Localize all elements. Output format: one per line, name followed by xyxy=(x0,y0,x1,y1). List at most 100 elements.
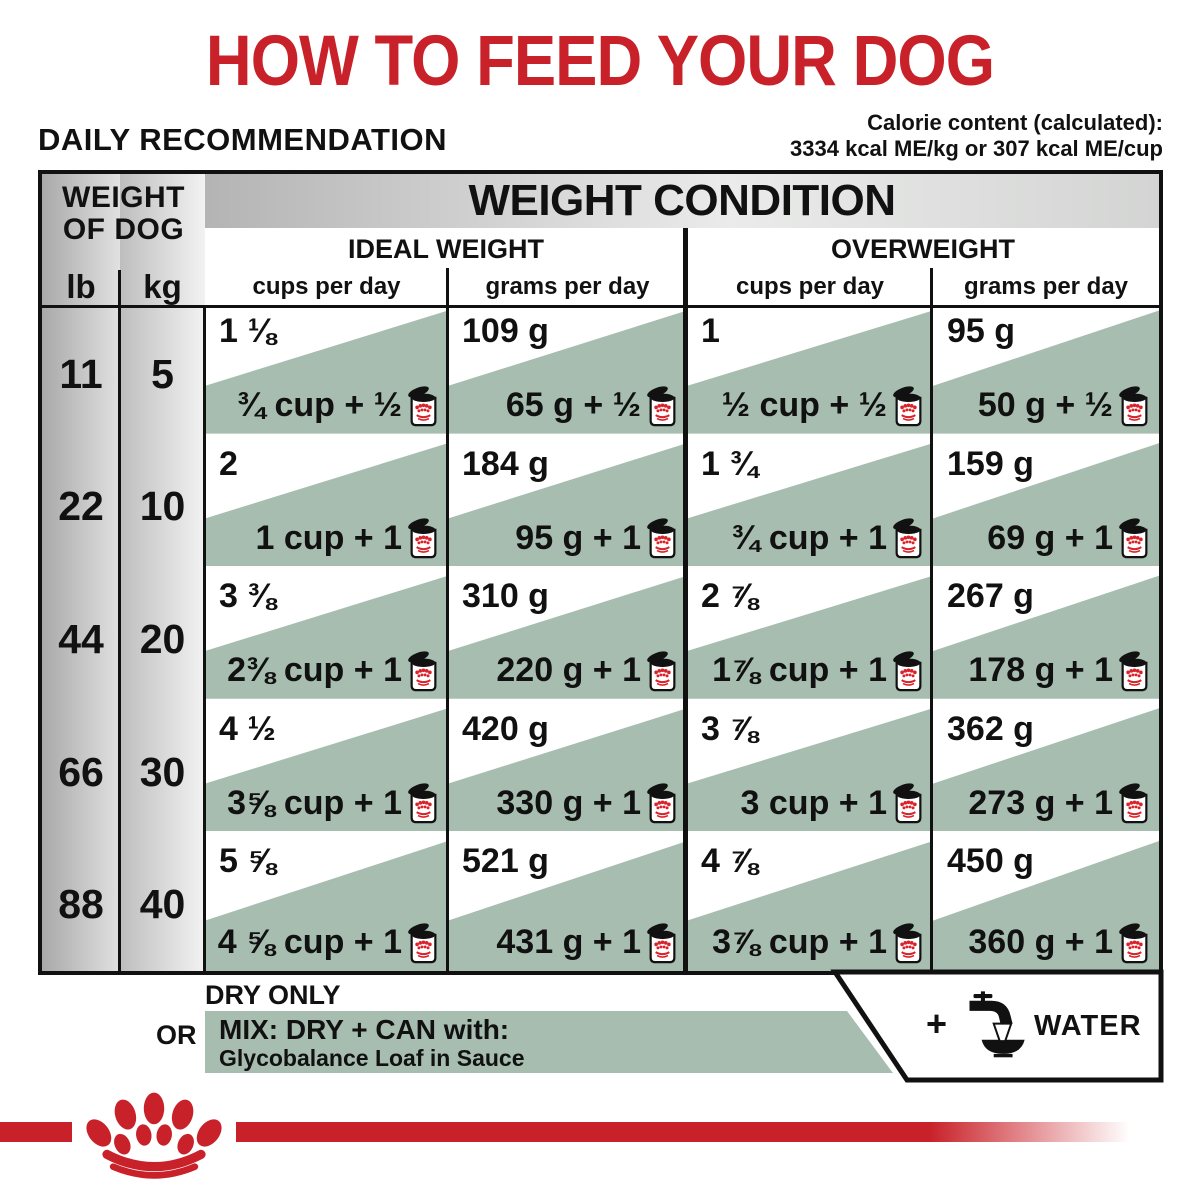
dry-amount: 1 xyxy=(701,312,720,350)
can-icon xyxy=(408,649,437,692)
unit-lb-label: lb xyxy=(66,268,96,305)
water-label: WATER xyxy=(1034,1010,1142,1042)
can-icon xyxy=(647,384,676,426)
mix-amount: 220 g + 1 xyxy=(496,651,641,690)
mix-amount: 360 g + 1 xyxy=(968,923,1113,962)
can-icon xyxy=(1119,384,1148,426)
cell-over-cups: 1 ½ cup + ½ xyxy=(687,308,933,441)
can-icon xyxy=(1119,517,1148,559)
column-header-ideal-grams: grams per day xyxy=(485,273,650,300)
can-icon xyxy=(893,782,922,824)
dry-amount: 3 ⅞ xyxy=(701,709,758,748)
dry-amount: 3 ⅜ xyxy=(219,577,276,616)
mix-amount: 330 g + 1 xyxy=(496,783,641,822)
mix-amount: ¾ cup + 1 xyxy=(731,518,887,557)
mix-amount: 4 ⅝ cup + 1 xyxy=(217,923,402,962)
mix-amount: 3 cup + 1 xyxy=(740,783,887,822)
mix-amount: 2⅜ cup + 1 xyxy=(227,651,402,690)
mix-amount: ¾ cup + ½ xyxy=(236,386,402,425)
cell-over-cups: 1 ¾ ¾ cup + 1 xyxy=(687,440,933,574)
cell-ideal-grams: 310 g 220 g + 1 xyxy=(448,573,687,706)
weight-lb-value: 66 xyxy=(58,748,104,795)
lb-kg-divider-line xyxy=(118,270,121,971)
dry-amount: 267 g xyxy=(947,577,1034,616)
overweight-header: OVERWEIGHT xyxy=(830,234,1016,264)
feeding-table-body: 1 ⅛ ¾ cup + ½ 109 g 65 g + ½ 1 ½ cup + ½… xyxy=(205,308,1159,971)
cell-ideal-cups: 5 ⅝ 4 ⅝ cup + 1 xyxy=(205,838,448,971)
page-title: HOW TO FEED YOUR DOG xyxy=(205,20,995,100)
mix-product-name: Glycobalance Loaf in Sauce xyxy=(219,1045,525,1072)
dry-amount: 2 xyxy=(219,444,238,483)
dry-amount: 4 ⅞ xyxy=(701,842,758,881)
cell-ideal-grams: 521 g 431 g + 1 xyxy=(448,838,687,971)
can-icon xyxy=(408,517,437,559)
brand-bar-left xyxy=(0,1122,72,1142)
weight-row: 88 40 xyxy=(42,838,205,971)
weight-row: 22 10 xyxy=(42,441,205,574)
can-icon xyxy=(893,384,922,426)
column-header-over-cups: cups per day xyxy=(735,273,885,300)
can-icon xyxy=(1119,649,1148,692)
column-headers: cups per day grams per day cups per day … xyxy=(205,268,1159,308)
or-label: OR xyxy=(156,1020,197,1050)
table-row: 5 ⅝ 4 ⅝ cup + 1 521 g 431 g + 1 4 ⅞ 3⅞ c… xyxy=(205,838,1159,971)
cell-over-grams: 95 g 50 g + ½ xyxy=(933,308,1159,441)
dry-amount: 1 ⅛ xyxy=(219,312,276,350)
mix-amount: 69 g + 1 xyxy=(987,518,1113,557)
dry-amount: 1 ¾ xyxy=(701,444,758,483)
table-row: 1 ⅛ ¾ cup + ½ 109 g 65 g + ½ 1 ½ cup + ½… xyxy=(205,308,1159,441)
table-row: 4 ½ 3⅝ cup + 1 420 g 330 g + 1 3 ⅞ 3 cup… xyxy=(205,705,1159,839)
weight-kg-value: 20 xyxy=(139,615,186,662)
can-icon xyxy=(1119,921,1148,964)
can-icon xyxy=(647,649,676,692)
cell-ideal-cups: 4 ½ 3⅝ cup + 1 xyxy=(205,705,448,839)
feeding-table: WEIGHT OF DOG lb kg 11 5 22 10 44 20 66 … xyxy=(38,170,1163,975)
weight-values-column: 11 5 22 10 44 20 66 30 88 40 xyxy=(42,308,205,971)
can-icon xyxy=(408,921,437,964)
dry-amount: 2 ⅞ xyxy=(701,577,758,616)
cell-over-cups: 4 ⅞ 3⅞ cup + 1 xyxy=(687,838,933,971)
weight-block-divider-line xyxy=(203,308,206,971)
weight-row: 44 20 xyxy=(42,573,205,706)
dry-amount: 450 g xyxy=(947,842,1034,881)
can-icon xyxy=(1119,782,1148,824)
weight-lb-value: 44 xyxy=(58,615,104,662)
dry-amount: 109 g xyxy=(462,312,549,350)
dry-amount: 310 g xyxy=(462,577,549,616)
dry-amount: 362 g xyxy=(947,709,1034,748)
cell-over-cups: 3 ⅞ 3 cup + 1 xyxy=(687,705,933,839)
dry-amount: 5 ⅝ xyxy=(219,842,276,881)
cell-ideal-cups: 3 ⅜ 2⅜ cup + 1 xyxy=(205,573,448,706)
weight-row: 66 30 xyxy=(42,706,205,839)
weight-kg-value: 5 xyxy=(151,350,174,397)
calorie-note: Calorie content (calculated): 3334 kcal … xyxy=(790,110,1163,163)
mix-amount: 273 g + 1 xyxy=(968,783,1113,822)
weight-of-dog-header: WEIGHT OF DOG xyxy=(62,181,185,246)
mix-amount: 3⅞ cup + 1 xyxy=(712,923,887,962)
dry-amount: 521 g xyxy=(462,842,549,881)
cell-ideal-cups: 1 ⅛ ¾ cup + ½ xyxy=(205,308,448,441)
weight-lb-value: 22 xyxy=(58,483,104,530)
overweight-columns-divider-line xyxy=(930,268,933,971)
can-icon xyxy=(408,782,437,824)
mix-amount: 178 g + 1 xyxy=(968,651,1113,690)
can-icon xyxy=(647,517,676,559)
mix-amount: 50 g + ½ xyxy=(977,386,1113,425)
dry-amount: 159 g xyxy=(947,444,1034,483)
calorie-note-line2: 3334 kcal ME/kg or 307 kcal ME/cup xyxy=(790,136,1163,162)
ideal-columns-divider-line xyxy=(446,268,449,971)
can-icon xyxy=(647,921,676,964)
column-header-over-grams: grams per day xyxy=(963,273,1129,300)
dry-amount: 4 ½ xyxy=(219,709,276,748)
weight-kg-value: 10 xyxy=(139,483,186,530)
table-row: 2 1 cup + 1 184 g 95 g + 1 1 ¾ ¾ cup + 1… xyxy=(205,440,1159,574)
mix-amount: 65 g + ½ xyxy=(505,386,641,425)
mix-amount: 1 cup + 1 xyxy=(255,518,402,557)
mix-amount: 431 g + 1 xyxy=(496,923,641,962)
condition-subheaders: IDEAL WEIGHT OVERWEIGHT xyxy=(205,228,1159,268)
can-icon xyxy=(893,649,922,692)
calorie-note-line1: Calorie content (calculated): xyxy=(867,110,1163,135)
weight-lb-value: 88 xyxy=(58,881,104,928)
plus-sign: + xyxy=(926,1003,948,1044)
weight-kg-value: 30 xyxy=(139,748,186,795)
